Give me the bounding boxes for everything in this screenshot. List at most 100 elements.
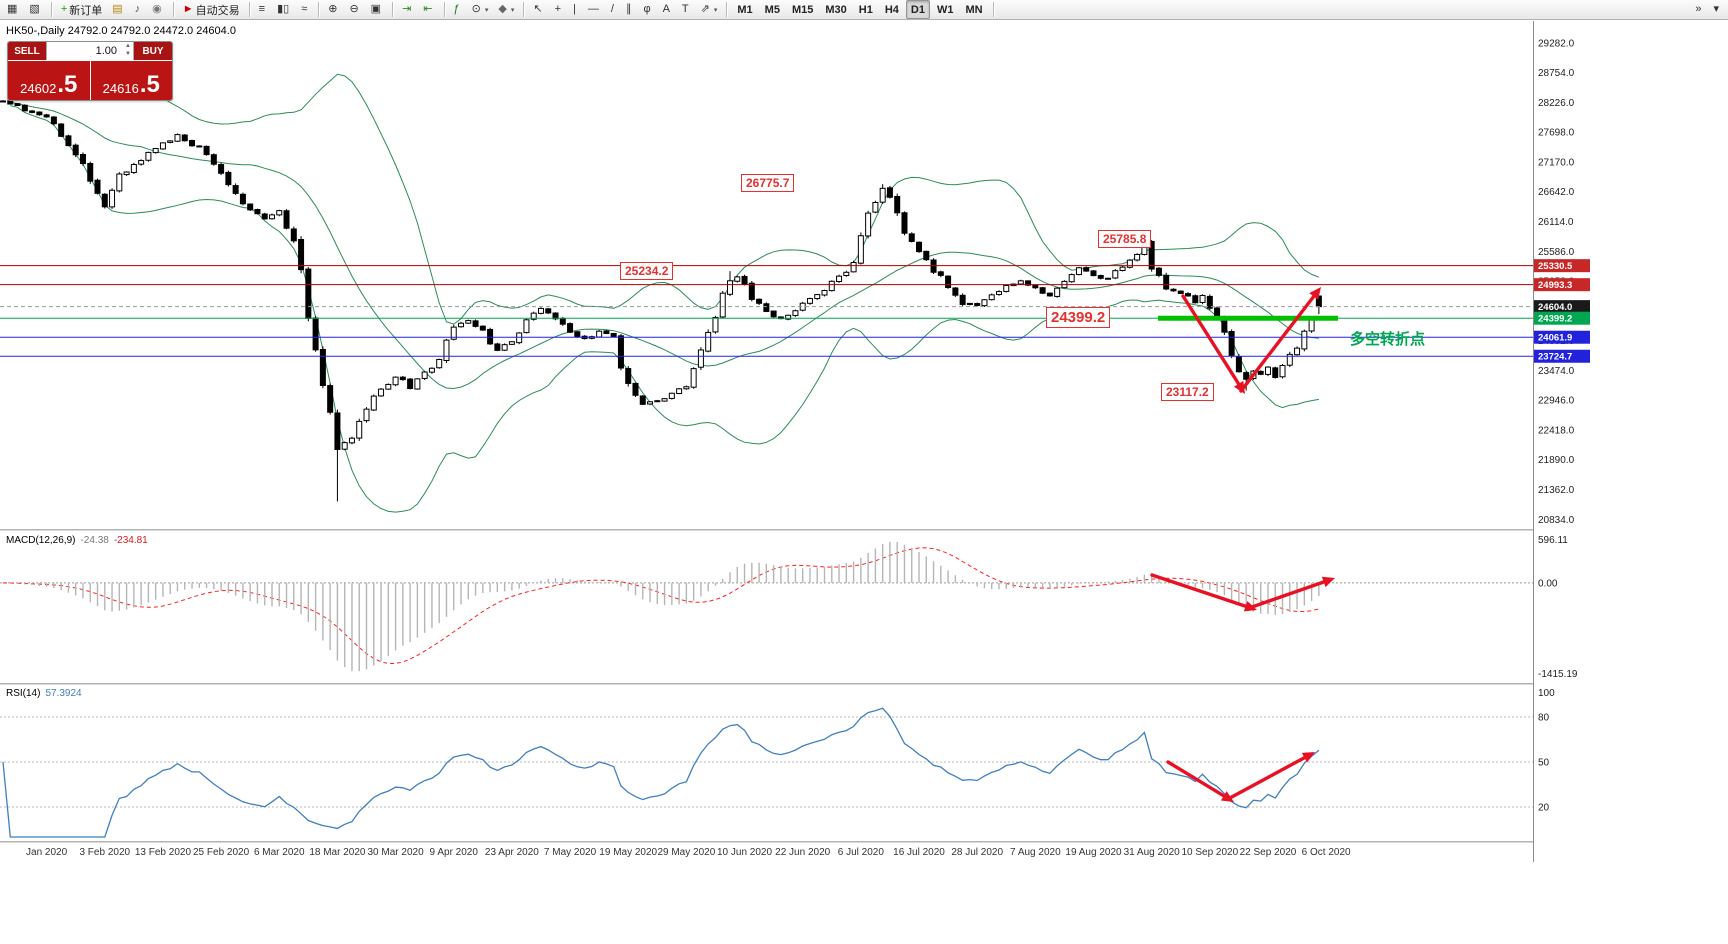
crosshair-icon[interactable]: + bbox=[551, 0, 567, 19]
bars-icon[interactable]: ≡ bbox=[255, 0, 271, 19]
vertical-line-icon[interactable]: | bbox=[569, 0, 582, 19]
toolbar-group: ⇥ ⇤ bbox=[397, 0, 439, 19]
sound-icon[interactable]: ♪ bbox=[131, 0, 147, 19]
dock-icon[interactable]: ▾ bbox=[1709, 0, 1725, 19]
tf-m5[interactable]: M5 bbox=[760, 0, 785, 19]
trend-arrow[interactable] bbox=[1239, 294, 1316, 393]
tile-windows-icon[interactable]: ▣ bbox=[367, 0, 387, 19]
macd-axis[interactable]: 596.11 0.00 -1415.19 bbox=[1538, 535, 1578, 680]
svg-text:6 Mar 2020: 6 Mar 2020 bbox=[254, 847, 305, 858]
sell-price-pips: .5 bbox=[57, 71, 78, 98]
tf-m1[interactable]: M1 bbox=[732, 0, 757, 19]
toolbar-group: ≡ ▮▯ ≈ bbox=[254, 0, 315, 19]
data-window-icon[interactable]: ▤ bbox=[108, 0, 128, 19]
spin-up-icon[interactable]: ▲ bbox=[125, 43, 131, 49]
svg-text:21362.0: 21362.0 bbox=[1538, 485, 1575, 496]
community-icon[interactable]: ◉ bbox=[148, 0, 168, 19]
buy-button[interactable]: BUY bbox=[134, 42, 172, 60]
tf-m5-label: M5 bbox=[764, 3, 780, 16]
bollinger-bands bbox=[10, 70, 1320, 513]
time-axis[interactable]: Jan 2020 3 Feb 2020 13 Feb 2020 25 Feb 2020… bbox=[26, 847, 1351, 858]
toolbar-group: ▦ ▧ bbox=[2, 0, 47, 19]
channel-icon[interactable]: ∥ bbox=[622, 0, 638, 19]
macd-value: -24.38 bbox=[80, 535, 109, 546]
indicators-icon[interactable]: ƒ bbox=[450, 0, 466, 19]
svg-text:24399.2: 24399.2 bbox=[1538, 314, 1572, 325]
volume-stepper[interactable]: 1.00 ▲ ▼ bbox=[46, 42, 134, 60]
auto-scroll-icon[interactable]: ⇥ bbox=[398, 0, 417, 19]
svg-text:24061.9: 24061.9 bbox=[1538, 333, 1572, 344]
svg-text:31 Aug 2020: 31 Aug 2020 bbox=[1124, 847, 1181, 858]
buy-price-box[interactable]: 24616.5 bbox=[89, 61, 172, 100]
tf-d1[interactable]: D1 bbox=[905, 0, 930, 19]
tf-w1[interactable]: W1 bbox=[932, 0, 959, 19]
svg-text:10 Sep 2020: 10 Sep 2020 bbox=[1181, 847, 1238, 858]
tf-mn[interactable]: MN bbox=[960, 0, 987, 19]
new-order-button-label: 新订单 bbox=[69, 4, 103, 17]
panel-separators[interactable] bbox=[0, 529, 1728, 844]
trend-arrow[interactable] bbox=[1150, 573, 1248, 608]
svg-text:16 Jul 2020: 16 Jul 2020 bbox=[893, 847, 945, 858]
trendline-icon[interactable]: / bbox=[607, 0, 620, 19]
svg-text:22946.0: 22946.0 bbox=[1538, 396, 1575, 407]
text-icon[interactable]: A bbox=[659, 0, 676, 19]
sell-price-box[interactable]: 24602.5 bbox=[8, 61, 90, 100]
templates-icon[interactable]: ◆ ▾ bbox=[494, 0, 518, 19]
new-order-button[interactable]: + 新订单 bbox=[57, 0, 106, 19]
line-chart-icon[interactable]: ≈ bbox=[297, 0, 313, 19]
text-label-icon-glyph: T bbox=[681, 3, 689, 15]
trend-arrow[interactable] bbox=[1226, 756, 1307, 801]
price-axis[interactable]: 29282.0 28754.0 28226.0 27698.0 27170.0 26642… bbox=[1533, 21, 1728, 862]
svg-text:29282.0: 29282.0 bbox=[1538, 38, 1575, 49]
spin-down-icon[interactable]: ▼ bbox=[125, 51, 131, 57]
new-chart-icon[interactable]: ▦ bbox=[3, 0, 23, 19]
profiles-icon[interactable]: ▧ bbox=[25, 0, 45, 19]
arrows-tool-icon[interactable]: ⇗ ▾ bbox=[697, 0, 722, 19]
volume-value[interactable]: 1.00 bbox=[95, 45, 117, 57]
svg-text:10 Jun 2020: 10 Jun 2020 bbox=[717, 847, 772, 858]
zoom-out-icon-glyph: ⊖ bbox=[349, 3, 359, 15]
trend-arrow[interactable] bbox=[1166, 760, 1226, 798]
price-tag-25330.5 bbox=[1534, 259, 1590, 273]
community-icon-glyph: ◉ bbox=[152, 3, 162, 15]
svg-text:25330.5: 25330.5 bbox=[1538, 261, 1573, 272]
tf-m15[interactable]: M15 bbox=[787, 0, 818, 19]
tf-m30-label: M30 bbox=[825, 3, 847, 16]
tf-h1[interactable]: H1 bbox=[854, 0, 878, 19]
zoom-in-icon[interactable]: ⊕ bbox=[324, 0, 343, 19]
toolbar-group: ↖ + | — / ∥ φ A T ⇗ ▾ bbox=[528, 0, 722, 19]
tf-m30[interactable]: M30 bbox=[820, 0, 851, 19]
periods-icon[interactable]: ⊙ ▾ bbox=[468, 0, 493, 19]
tf-d1-label: D1 bbox=[910, 3, 925, 16]
tf-h4[interactable]: H4 bbox=[880, 0, 904, 19]
zoom-out-icon[interactable]: ⊖ bbox=[345, 0, 364, 19]
fibonacci-icon[interactable]: φ bbox=[639, 0, 656, 19]
sell-button[interactable]: SELL bbox=[8, 42, 46, 60]
svg-text:23 Apr 2020: 23 Apr 2020 bbox=[485, 847, 539, 858]
chevron-down-icon: ▾ bbox=[510, 6, 515, 14]
trend-arrow[interactable] bbox=[1250, 580, 1326, 609]
autotrading-button[interactable]: ► 自动交易 bbox=[179, 0, 244, 19]
horizontal-lines[interactable] bbox=[0, 265, 1534, 357]
toolbar-more-icon[interactable]: » bbox=[1691, 0, 1707, 19]
candles-icon[interactable]: ▮▯ bbox=[273, 0, 295, 19]
svg-text:26642.0: 26642.0 bbox=[1538, 187, 1575, 198]
svg-text:26114.0: 26114.0 bbox=[1538, 217, 1574, 228]
profiles-icon-glyph: ▧ bbox=[29, 3, 40, 15]
trend-arrows[interactable] bbox=[1150, 287, 1335, 802]
cursor-icon[interactable]: ↖ bbox=[529, 0, 548, 19]
text-label-icon[interactable]: T bbox=[678, 0, 695, 19]
volume-spin-buttons[interactable]: ▲ ▼ bbox=[125, 43, 131, 59]
trend-arrow[interactable] bbox=[1181, 294, 1241, 386]
vertical-line-icon-glyph: | bbox=[573, 3, 576, 15]
tf-mn-label: MN bbox=[965, 3, 983, 16]
toolbar-group: ► 自动交易 bbox=[178, 0, 245, 19]
buy-price-pips: .5 bbox=[139, 71, 160, 98]
horizontal-line-icon[interactable]: — bbox=[584, 0, 605, 19]
chart-shift-icon[interactable]: ⇤ bbox=[419, 0, 438, 19]
toolbar-group: M1 M5 M15 M30 H1 H4 D1 W1 MN bbox=[731, 0, 988, 19]
tf-h1-label: H1 bbox=[858, 3, 873, 16]
rsi-axis[interactable]: 100 80 50 20 bbox=[1538, 688, 1555, 814]
